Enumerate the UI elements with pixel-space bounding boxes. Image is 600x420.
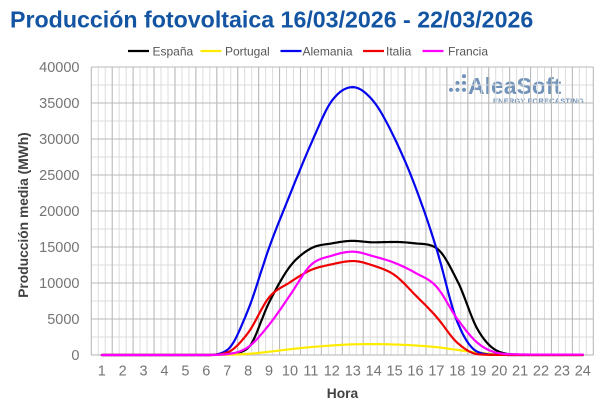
svg-text:20000: 20000 [39, 204, 79, 220]
svg-text:15: 15 [387, 364, 403, 380]
svg-text:24: 24 [575, 364, 591, 380]
svg-text:7: 7 [223, 364, 231, 380]
svg-text:13: 13 [345, 364, 361, 380]
svg-text:11: 11 [303, 364, 318, 380]
svg-text:4: 4 [160, 364, 168, 380]
svg-text:2: 2 [119, 364, 127, 380]
svg-text:Producción media (MWh): Producción media (MWh) [16, 132, 31, 298]
svg-text:Alemania: Alemania [303, 44, 353, 58]
svg-text:Producción fotovoltaica 16/03/: Producción fotovoltaica 16/03/2026 - 22/… [10, 7, 533, 33]
svg-text:AleaSoft: AleaSoft [468, 73, 562, 99]
svg-text:14: 14 [366, 364, 382, 380]
svg-text:5000: 5000 [47, 312, 79, 328]
svg-text:12: 12 [324, 364, 340, 380]
svg-text:30000: 30000 [39, 132, 79, 148]
svg-text:19: 19 [470, 364, 486, 380]
svg-text:20: 20 [491, 364, 507, 380]
svg-text:15000: 15000 [39, 240, 79, 256]
svg-text:17: 17 [428, 364, 444, 380]
svg-text:España: España [153, 44, 194, 58]
svg-text:1: 1 [98, 364, 106, 380]
svg-text:23: 23 [554, 364, 570, 380]
svg-text:Hora: Hora [327, 386, 359, 401]
svg-text:6: 6 [202, 364, 210, 380]
svg-text:16: 16 [407, 364, 423, 380]
svg-text:9: 9 [265, 364, 273, 380]
svg-text:Portugal: Portugal [225, 44, 270, 58]
svg-text:3: 3 [140, 364, 148, 380]
svg-text:10: 10 [282, 364, 298, 380]
svg-text:18: 18 [449, 364, 465, 380]
svg-text:0: 0 [71, 348, 79, 364]
svg-text:21: 21 [512, 364, 528, 380]
svg-text:Francia: Francia [448, 44, 488, 58]
svg-text:Italia: Italia [386, 44, 412, 58]
svg-text:5: 5 [181, 364, 189, 380]
svg-text:10000: 10000 [39, 276, 79, 292]
svg-text:35000: 35000 [39, 96, 79, 112]
svg-text:ENERGY FORECASTING: ENERGY FORECASTING [493, 97, 584, 106]
svg-text:25000: 25000 [39, 168, 79, 184]
svg-text:40000: 40000 [39, 60, 79, 76]
svg-text:8: 8 [244, 364, 252, 380]
svg-text:22: 22 [533, 364, 549, 380]
